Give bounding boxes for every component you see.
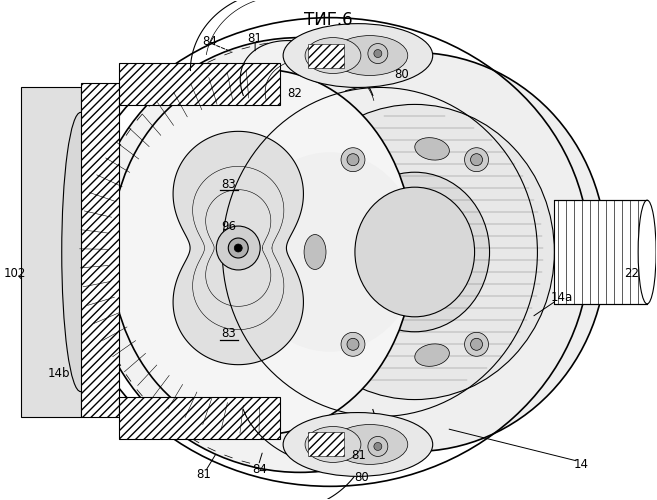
Ellipse shape: [240, 152, 420, 352]
Text: 82: 82: [287, 87, 302, 100]
Text: 22: 22: [623, 268, 639, 280]
Ellipse shape: [305, 38, 361, 74]
Circle shape: [374, 442, 382, 450]
Circle shape: [216, 226, 260, 270]
Text: 102: 102: [4, 268, 26, 280]
Text: 83: 83: [221, 178, 237, 190]
Circle shape: [347, 154, 359, 166]
Ellipse shape: [110, 70, 414, 434]
Text: 80: 80: [354, 471, 369, 484]
Ellipse shape: [415, 138, 449, 160]
Ellipse shape: [62, 112, 100, 392]
Ellipse shape: [283, 412, 433, 476]
Ellipse shape: [340, 172, 489, 332]
Text: 84: 84: [252, 463, 267, 476]
Bar: [308, 44, 344, 68]
Ellipse shape: [638, 200, 656, 304]
Ellipse shape: [305, 426, 361, 462]
Bar: [118, 62, 280, 106]
Ellipse shape: [332, 36, 408, 76]
Bar: [81, 84, 118, 416]
Text: 81: 81: [248, 32, 263, 45]
Text: 14a: 14a: [551, 292, 573, 304]
Bar: [21, 88, 81, 416]
Bar: [308, 432, 344, 456]
Ellipse shape: [223, 52, 606, 452]
Circle shape: [228, 238, 248, 258]
Text: 14: 14: [574, 458, 588, 471]
Ellipse shape: [275, 104, 555, 400]
Text: 96: 96: [221, 220, 237, 232]
Ellipse shape: [332, 424, 408, 465]
Circle shape: [368, 436, 388, 456]
Circle shape: [368, 44, 388, 64]
Text: 81: 81: [196, 468, 212, 481]
Text: 83: 83: [221, 328, 237, 340]
Ellipse shape: [415, 344, 449, 366]
Circle shape: [470, 338, 482, 350]
Circle shape: [341, 148, 365, 172]
Circle shape: [341, 332, 365, 356]
Bar: [555, 200, 647, 304]
Bar: [118, 396, 280, 440]
Text: 80: 80: [394, 68, 409, 81]
Polygon shape: [173, 132, 304, 364]
Circle shape: [374, 50, 382, 58]
Circle shape: [464, 148, 489, 172]
Circle shape: [464, 332, 489, 356]
Ellipse shape: [89, 38, 512, 472]
Circle shape: [470, 154, 482, 166]
Ellipse shape: [304, 234, 326, 270]
Text: ΤИГ.6: ΤИГ.6: [304, 10, 353, 29]
Ellipse shape: [355, 187, 474, 317]
Text: 14b: 14b: [47, 367, 70, 380]
Ellipse shape: [283, 24, 433, 88]
Text: 81: 81: [351, 449, 366, 462]
Text: 84: 84: [202, 35, 217, 48]
Circle shape: [235, 244, 242, 252]
Circle shape: [347, 338, 359, 350]
